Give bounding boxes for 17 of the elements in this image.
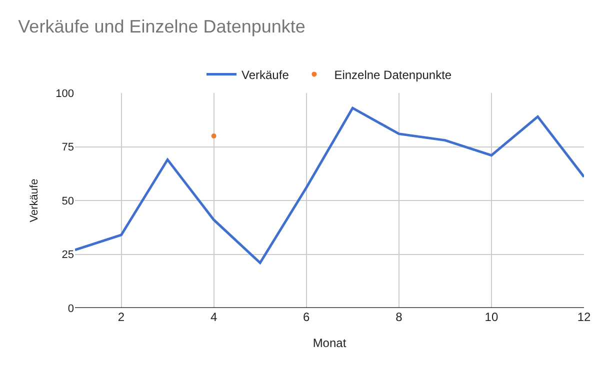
x-tick-label: 2 xyxy=(118,310,125,324)
x-tick-label: 12 xyxy=(577,310,591,324)
x-tick-label: 8 xyxy=(396,310,403,324)
x-tick-label: 4 xyxy=(210,310,218,324)
y-axis-title: Verkäufe xyxy=(28,178,40,222)
line-series xyxy=(75,106,584,264)
x-axis-title: Monat xyxy=(312,336,347,350)
x-tick-label: 10 xyxy=(484,310,498,324)
y-tick-label: 50 xyxy=(62,195,74,208)
y-tick-label: 100 xyxy=(56,88,74,100)
y-tick-label: 75 xyxy=(62,142,74,154)
legend-label: Verkäufe xyxy=(242,68,290,82)
legend-label: Einzelne Datenpunkte xyxy=(334,68,452,82)
y-tick-label: 25 xyxy=(62,249,74,262)
chart-title: Verkäufe und Einzelne Datenpunkte xyxy=(18,16,306,36)
y-tick-label: 0 xyxy=(68,302,74,315)
x-tick-label: 6 xyxy=(303,310,310,324)
